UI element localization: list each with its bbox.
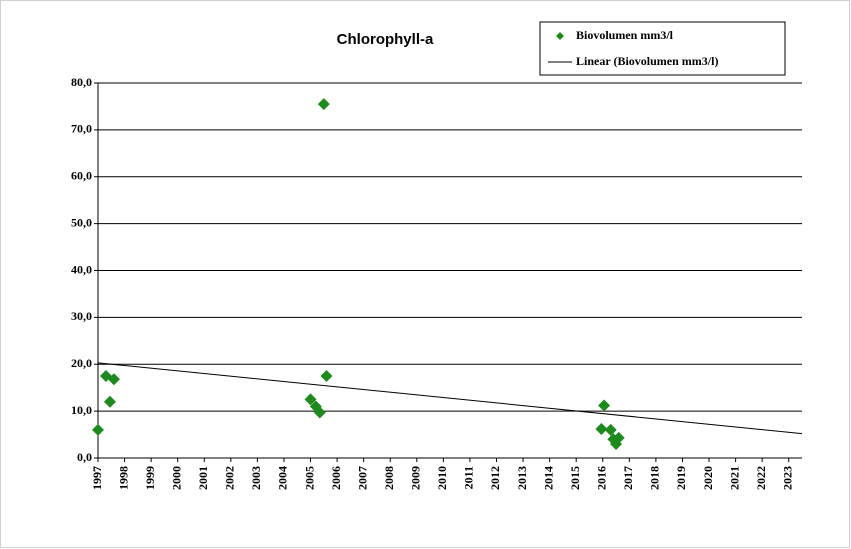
point	[103, 395, 116, 408]
legend-label: Biovolumen mm3/l	[576, 28, 674, 42]
legend-box	[539, 21, 786, 76]
point	[317, 98, 330, 111]
chart-title: Chlorophyll-a	[337, 31, 434, 48]
y-tick-label: 60,0	[71, 169, 92, 183]
x-tick-label: 2022	[754, 466, 768, 490]
x-tick-label: 1998	[116, 466, 130, 490]
y-tick-label: 30,0	[71, 309, 92, 323]
x-tick-label: 2017	[621, 466, 635, 490]
y-tick-label: 70,0	[71, 122, 92, 136]
x-tick-label: 2016	[595, 466, 609, 490]
x-tick-label: 2002	[223, 466, 237, 490]
trend-line	[97, 362, 803, 435]
y-tick-label: 80,0	[71, 75, 92, 89]
point	[92, 423, 104, 436]
x-tick-label: 2008	[382, 466, 396, 490]
point	[304, 393, 317, 406]
x-tick-label: 2018	[648, 466, 662, 490]
x-tick-label: 2001	[196, 466, 210, 490]
x-tick-label: 2014	[541, 466, 555, 490]
x-tick-label: 2009	[409, 466, 423, 490]
point	[604, 423, 617, 436]
x-tick-label: 2000	[169, 466, 183, 490]
x-tick-label: 1999	[143, 466, 157, 490]
x-tick-label: 2019	[674, 466, 688, 490]
x-tick-label: 2010	[435, 466, 449, 490]
x-tick-label: 2020	[701, 466, 715, 490]
y-tick-label: 20,0	[71, 356, 92, 370]
point	[107, 373, 120, 386]
x-tick-label: 2003	[249, 466, 263, 490]
y-tick-label: 10,0	[71, 403, 92, 417]
legend-marker	[556, 32, 564, 40]
x-tick-label: 2023	[780, 466, 794, 490]
x-tick-label: 2015	[568, 466, 582, 490]
x-tick-label: 2021	[727, 466, 741, 490]
x-tick-label: 2006	[329, 466, 343, 490]
point	[320, 369, 333, 382]
point	[595, 422, 608, 435]
y-tick-label: 0,0	[77, 450, 92, 464]
x-tick-label: 2013	[515, 466, 529, 490]
x-tick-label: 2011	[462, 466, 476, 489]
y-tick-label: 40,0	[71, 262, 92, 276]
x-tick-label: 2005	[302, 466, 316, 490]
x-tick-label: 1997	[90, 466, 104, 490]
y-tick-label: 50,0	[71, 215, 92, 229]
point	[612, 431, 625, 444]
point	[313, 406, 326, 419]
x-tick-label: 2004	[276, 466, 290, 490]
x-tick-label: 2007	[355, 466, 369, 490]
x-tick-label: 2012	[488, 466, 502, 490]
point	[598, 399, 611, 412]
legend-label: Linear (Biovolumen mm3/l)	[576, 54, 718, 68]
